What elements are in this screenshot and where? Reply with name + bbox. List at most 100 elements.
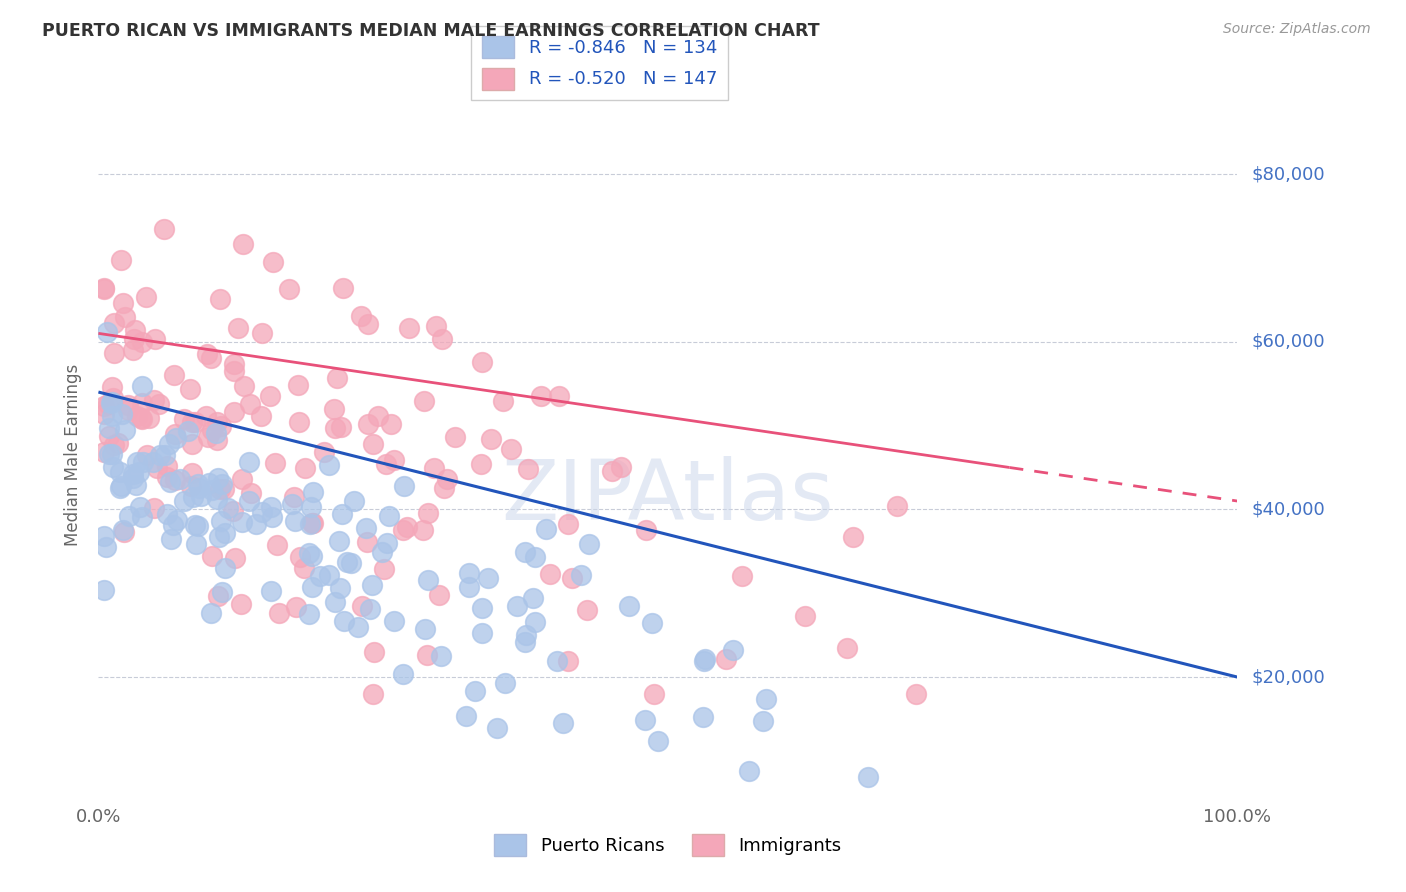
Point: [361, 687, 384, 701]
Point: [122, 471, 145, 485]
Point: [297, 546, 319, 560]
Point: [751, 714, 773, 728]
Point: [184, 537, 207, 551]
Point: [534, 522, 557, 536]
Point: [506, 599, 529, 613]
Point: [340, 557, 363, 571]
Point: [360, 577, 382, 591]
Point: [209, 482, 232, 496]
Point: [561, 571, 583, 585]
Point: [312, 444, 335, 458]
Point: [394, 478, 416, 492]
Point: [194, 409, 217, 424]
Point: [238, 493, 260, 508]
Point: [111, 407, 134, 421]
Point: [93, 583, 115, 598]
Point: [412, 523, 434, 537]
Point: [127, 455, 149, 469]
Point: [112, 523, 135, 537]
Point: [499, 442, 522, 456]
Point: [131, 411, 153, 425]
Point: [382, 453, 405, 467]
Point: [179, 382, 201, 396]
Point: [301, 549, 323, 563]
Point: [513, 635, 536, 649]
Point: [153, 448, 176, 462]
Point: [292, 561, 315, 575]
Point: [332, 281, 354, 295]
Point: [173, 494, 195, 508]
Point: [163, 474, 186, 488]
Y-axis label: Median Male Earnings: Median Male Earnings: [65, 364, 83, 546]
Point: [93, 529, 115, 543]
Point: [129, 500, 152, 514]
Point: [207, 471, 229, 485]
Point: [523, 550, 546, 565]
Point: [195, 347, 218, 361]
Point: [101, 380, 124, 394]
Point: [375, 536, 398, 550]
Point: [103, 438, 125, 452]
Point: [904, 687, 927, 701]
Point: [523, 615, 546, 630]
Point: [117, 402, 139, 417]
Point: [142, 455, 165, 469]
Point: [384, 614, 406, 628]
Point: [148, 397, 170, 411]
Point: [143, 501, 166, 516]
Point: [856, 770, 879, 784]
Point: [127, 409, 149, 424]
Point: [634, 523, 657, 537]
Point: [436, 471, 458, 485]
Point: [299, 500, 322, 515]
Point: [302, 485, 325, 500]
Point: [427, 588, 450, 602]
Point: [396, 520, 419, 534]
Point: [125, 478, 148, 492]
Point: [373, 562, 395, 576]
Point: [124, 323, 146, 337]
Point: [108, 481, 131, 495]
Point: [456, 708, 478, 723]
Point: [837, 640, 859, 655]
Point: [350, 599, 373, 613]
Point: [108, 466, 131, 480]
Point: [578, 537, 600, 551]
Point: [551, 716, 574, 731]
Point: [231, 471, 253, 485]
Point: [485, 721, 508, 735]
Point: [643, 687, 665, 701]
Point: [336, 556, 359, 570]
Point: [224, 550, 246, 565]
Point: [367, 409, 389, 423]
Point: [281, 497, 304, 511]
Point: [647, 733, 669, 747]
Point: [721, 643, 744, 657]
Point: [600, 464, 623, 478]
Point: [211, 477, 233, 491]
Point: [114, 310, 136, 324]
Point: [262, 509, 284, 524]
Point: [322, 402, 344, 417]
Point: [107, 435, 129, 450]
Point: [187, 477, 209, 491]
Point: [101, 459, 124, 474]
Point: [392, 666, 415, 681]
Point: [201, 483, 224, 497]
Point: [153, 222, 176, 236]
Point: [530, 389, 553, 403]
Point: [425, 319, 447, 334]
Text: $40,000: $40,000: [1251, 500, 1324, 518]
Point: [187, 518, 209, 533]
Point: [328, 533, 350, 548]
Point: [103, 316, 125, 330]
Point: [458, 566, 481, 580]
Point: [98, 447, 121, 461]
Point: [298, 516, 321, 531]
Point: [284, 600, 307, 615]
Point: [187, 481, 209, 495]
Point: [209, 419, 232, 434]
Point: [609, 460, 631, 475]
Point: [342, 494, 364, 508]
Point: [229, 597, 252, 611]
